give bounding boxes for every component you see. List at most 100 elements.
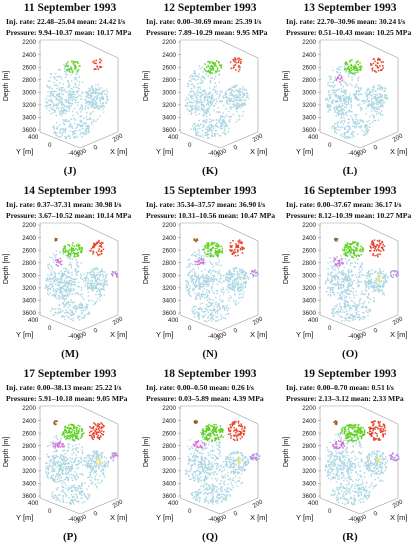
panel-title: 14 September 1993 xyxy=(23,185,117,197)
red-event-cluster xyxy=(89,239,105,257)
panel-k: 12 September 1993 Inj. rate: 0.00–30.69 m… xyxy=(140,0,280,182)
depth-tick-label: 3000 xyxy=(162,89,176,96)
depth-tick-label: 3400 xyxy=(162,298,176,305)
injection-rate-line: Inj. rate: 0.00–30.69 mean: 25.39 l/s xyxy=(146,17,261,26)
y-tick-label: 400 xyxy=(168,500,179,507)
scatter-plot-3d: 2200 2400 2600 2800 3000 3200 3400 3600 Depth [m… xyxy=(140,36,280,164)
depth-tick-label: 3000 xyxy=(302,89,316,96)
injection-rate-line: Inj. rate: 22.48–25.04 mean: 24.42 l/s xyxy=(6,17,125,26)
y-tick-label: 400 xyxy=(28,317,39,324)
depth-tick-label: 3600 xyxy=(22,493,36,500)
y-tick-label: -400 xyxy=(208,333,221,340)
depth-tick-label: 3600 xyxy=(162,310,176,317)
pressure-mean: 10.25 MPa xyxy=(376,28,412,37)
y-tick-label: 400 xyxy=(28,500,39,507)
pressure-line: Pressure: 2.13–3.12 mean: 2.33 MPa xyxy=(286,394,404,403)
depth-tick-label: 2600 xyxy=(162,430,176,437)
green-event-cluster xyxy=(343,59,363,75)
depth-tick-label: 3400 xyxy=(302,481,316,488)
panel-letter: (R) xyxy=(342,531,358,543)
depth-tick-label: 2200 xyxy=(162,405,176,412)
x-axis-label: X [m] xyxy=(250,147,268,156)
red-event-cluster xyxy=(369,239,386,258)
rate-range: 0.00–37.67 xyxy=(317,200,352,209)
depth-tick-label: 2400 xyxy=(162,52,176,59)
pressure-label: Pressure: xyxy=(146,394,177,403)
depth-tick-label: 2800 xyxy=(302,443,316,450)
panel-letter: (N) xyxy=(202,348,218,360)
depth-tick-label: 2400 xyxy=(22,418,36,425)
x-tick-label: 200 xyxy=(392,132,405,144)
y-tick-label: -400 xyxy=(68,150,81,157)
depth-tick-label: 2600 xyxy=(162,247,176,254)
x-tick-label: 200 xyxy=(252,315,265,327)
pressure-line: Pressure: 8.12–10.39 mean: 10.27 MPa xyxy=(286,211,411,220)
scatter-plot-3d: 2200 2400 2600 2800 3000 3200 3400 3600 Depth [m… xyxy=(140,402,280,530)
rate-range: 0.00–38.13 xyxy=(37,383,72,392)
pressure-label: Pressure: xyxy=(6,28,37,37)
orange-event-cluster xyxy=(333,420,338,426)
yellow-event-cluster xyxy=(96,457,102,465)
panel-title: 13 September 1993 xyxy=(303,2,397,14)
pressure-mean: 4.39 MPa xyxy=(232,394,264,403)
purple-event-cluster xyxy=(388,452,400,462)
panel-letter: (K) xyxy=(202,165,218,177)
x-axis-label: X [m] xyxy=(390,513,408,522)
y-axis-label: Y [m] xyxy=(156,330,173,339)
y-axis-label: Y [m] xyxy=(296,513,313,522)
depth-tick-label: 3200 xyxy=(22,102,36,109)
red-event-cluster xyxy=(370,57,384,73)
pressure-range: 0.51–10.43 xyxy=(318,28,353,37)
pressure-label: Pressure: xyxy=(286,28,317,37)
green-event-cluster xyxy=(201,423,224,443)
mean-label: mean: xyxy=(354,211,375,220)
pressure-label: Pressure: xyxy=(286,394,317,403)
scatter-plot-svg: 2200 2400 2600 2800 3000 3200 3400 3600 Depth [m… xyxy=(143,39,268,160)
depth-tick-label: 3400 xyxy=(162,115,176,122)
axes-box: 2200 2400 2600 2800 3000 3200 3400 3600 Depth [m… xyxy=(3,405,128,526)
injection-rate-line: Inj. rate: 0.00–0.50 mean: 0.26 l/s xyxy=(146,383,254,392)
scatter-plot-svg: 2200 2400 2600 2800 3000 3200 3400 3600 Depth [m… xyxy=(283,39,408,160)
panel-title: 12 September 1993 xyxy=(163,2,257,14)
scatter-plot-svg: 2200 2400 2600 2800 3000 3200 3400 3600 Depth [m… xyxy=(3,405,128,526)
depth-tick-label: 2400 xyxy=(302,52,316,59)
x-axis-label: X [m] xyxy=(250,330,268,339)
magenta-event-cluster xyxy=(52,440,65,448)
depth-tick-label: 2400 xyxy=(302,418,316,425)
panel-p: 17 September 1993 Inj. rate: 0.00–38.13 m… xyxy=(0,366,140,548)
magenta-event-cluster xyxy=(54,257,62,267)
y-tick-label: 0 xyxy=(188,508,192,515)
y-tick-label: 400 xyxy=(28,134,39,141)
green-event-cluster xyxy=(342,241,365,259)
y-tick-label: 400 xyxy=(308,134,319,141)
rate-mean: 30.98 l/s xyxy=(95,200,122,209)
scatter-plot-3d: 2200 2400 2600 2800 3000 3200 3400 3600 Depth [m… xyxy=(0,36,140,164)
pressure-line: Pressure: 3.67–10.52 mean: 10.14 MPa xyxy=(6,211,131,220)
x-tick-label: 0 xyxy=(373,510,380,518)
depth-tick-label: 2200 xyxy=(22,222,36,229)
depth-tick-label: 2800 xyxy=(302,260,316,267)
magenta-event-cluster xyxy=(332,440,346,450)
depth-tick-label: 3600 xyxy=(302,127,316,134)
rate-range: 0.00–0.70 xyxy=(317,383,348,392)
pressure-range: 5.91–10.18 xyxy=(38,394,73,403)
axes-box: 2200 2400 2600 2800 3000 3200 3400 3600 Depth [m… xyxy=(143,222,268,343)
depth-axis-label: Depth [m] xyxy=(143,71,150,101)
panel-title: 17 September 1993 xyxy=(23,368,117,380)
pressure-label: Pressure: xyxy=(146,211,177,220)
purple-event-cluster xyxy=(389,270,399,279)
depth-tick-label: 3000 xyxy=(302,455,316,462)
rate-mean: 30.24 l/s xyxy=(379,17,406,26)
y-tick-label: -400 xyxy=(68,516,81,523)
x-axis-label: X [m] xyxy=(390,147,408,156)
depth-tick-label: 3400 xyxy=(22,115,36,122)
rate-mean: 0.51 l/s xyxy=(371,383,394,392)
depth-tick-label: 3600 xyxy=(22,127,36,134)
x-tick-label: 0 xyxy=(373,327,380,335)
depth-tick-label: 2800 xyxy=(22,260,36,267)
axes-box: 2200 2400 2600 2800 3000 3200 3400 3600 Depth [m… xyxy=(3,222,128,343)
injection-rate-line: Inj. rate: 35.34–37.57 mean: 36.90 l/s xyxy=(146,200,265,209)
scatter-plot-3d: 2200 2400 2600 2800 3000 3200 3400 3600 Depth [m… xyxy=(280,402,420,530)
depth-tick-label: 3600 xyxy=(302,493,316,500)
depth-tick-label: 3000 xyxy=(302,272,316,279)
